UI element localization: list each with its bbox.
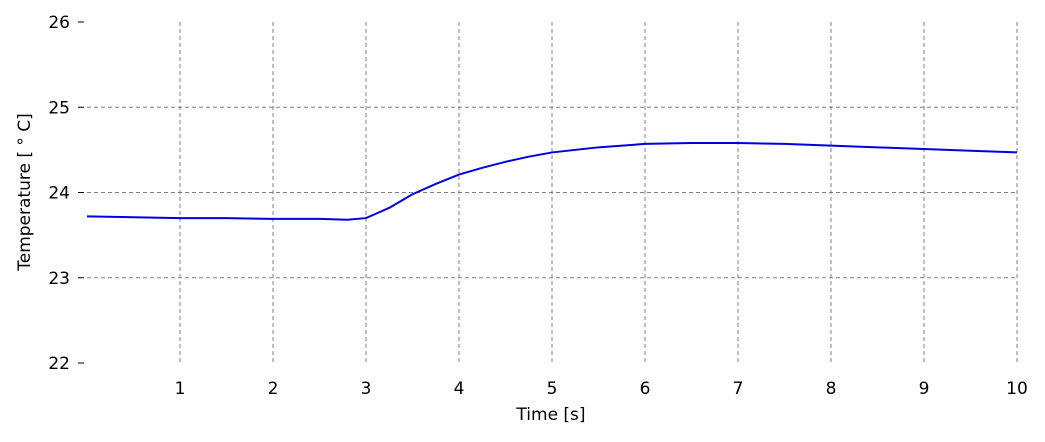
x-tick-label: 7 xyxy=(733,379,744,399)
x-tick-label: 6 xyxy=(640,379,651,399)
x-tick-label: 1 xyxy=(175,379,186,399)
x-tick-label: 5 xyxy=(547,379,558,399)
x-tick-label: 2 xyxy=(268,379,279,399)
x-tick-label: 4 xyxy=(454,379,465,399)
x-tick-label: 9 xyxy=(919,379,930,399)
data-line xyxy=(86,142,1018,221)
y-axis-label: Temperature [ ° C] xyxy=(15,113,35,272)
x-tick-label: 3 xyxy=(361,379,372,399)
y-tick-label: 24 xyxy=(48,184,70,204)
x-axis-label: Time [s] xyxy=(515,405,585,425)
y-tick-label: 26 xyxy=(48,13,70,33)
x-tick-label: 8 xyxy=(826,379,837,399)
y-tick-label: 25 xyxy=(48,98,70,118)
x-tick-label: 10 xyxy=(1006,379,1028,399)
y-tick-label: 22 xyxy=(48,354,70,374)
y-tick-label: 23 xyxy=(48,269,70,289)
